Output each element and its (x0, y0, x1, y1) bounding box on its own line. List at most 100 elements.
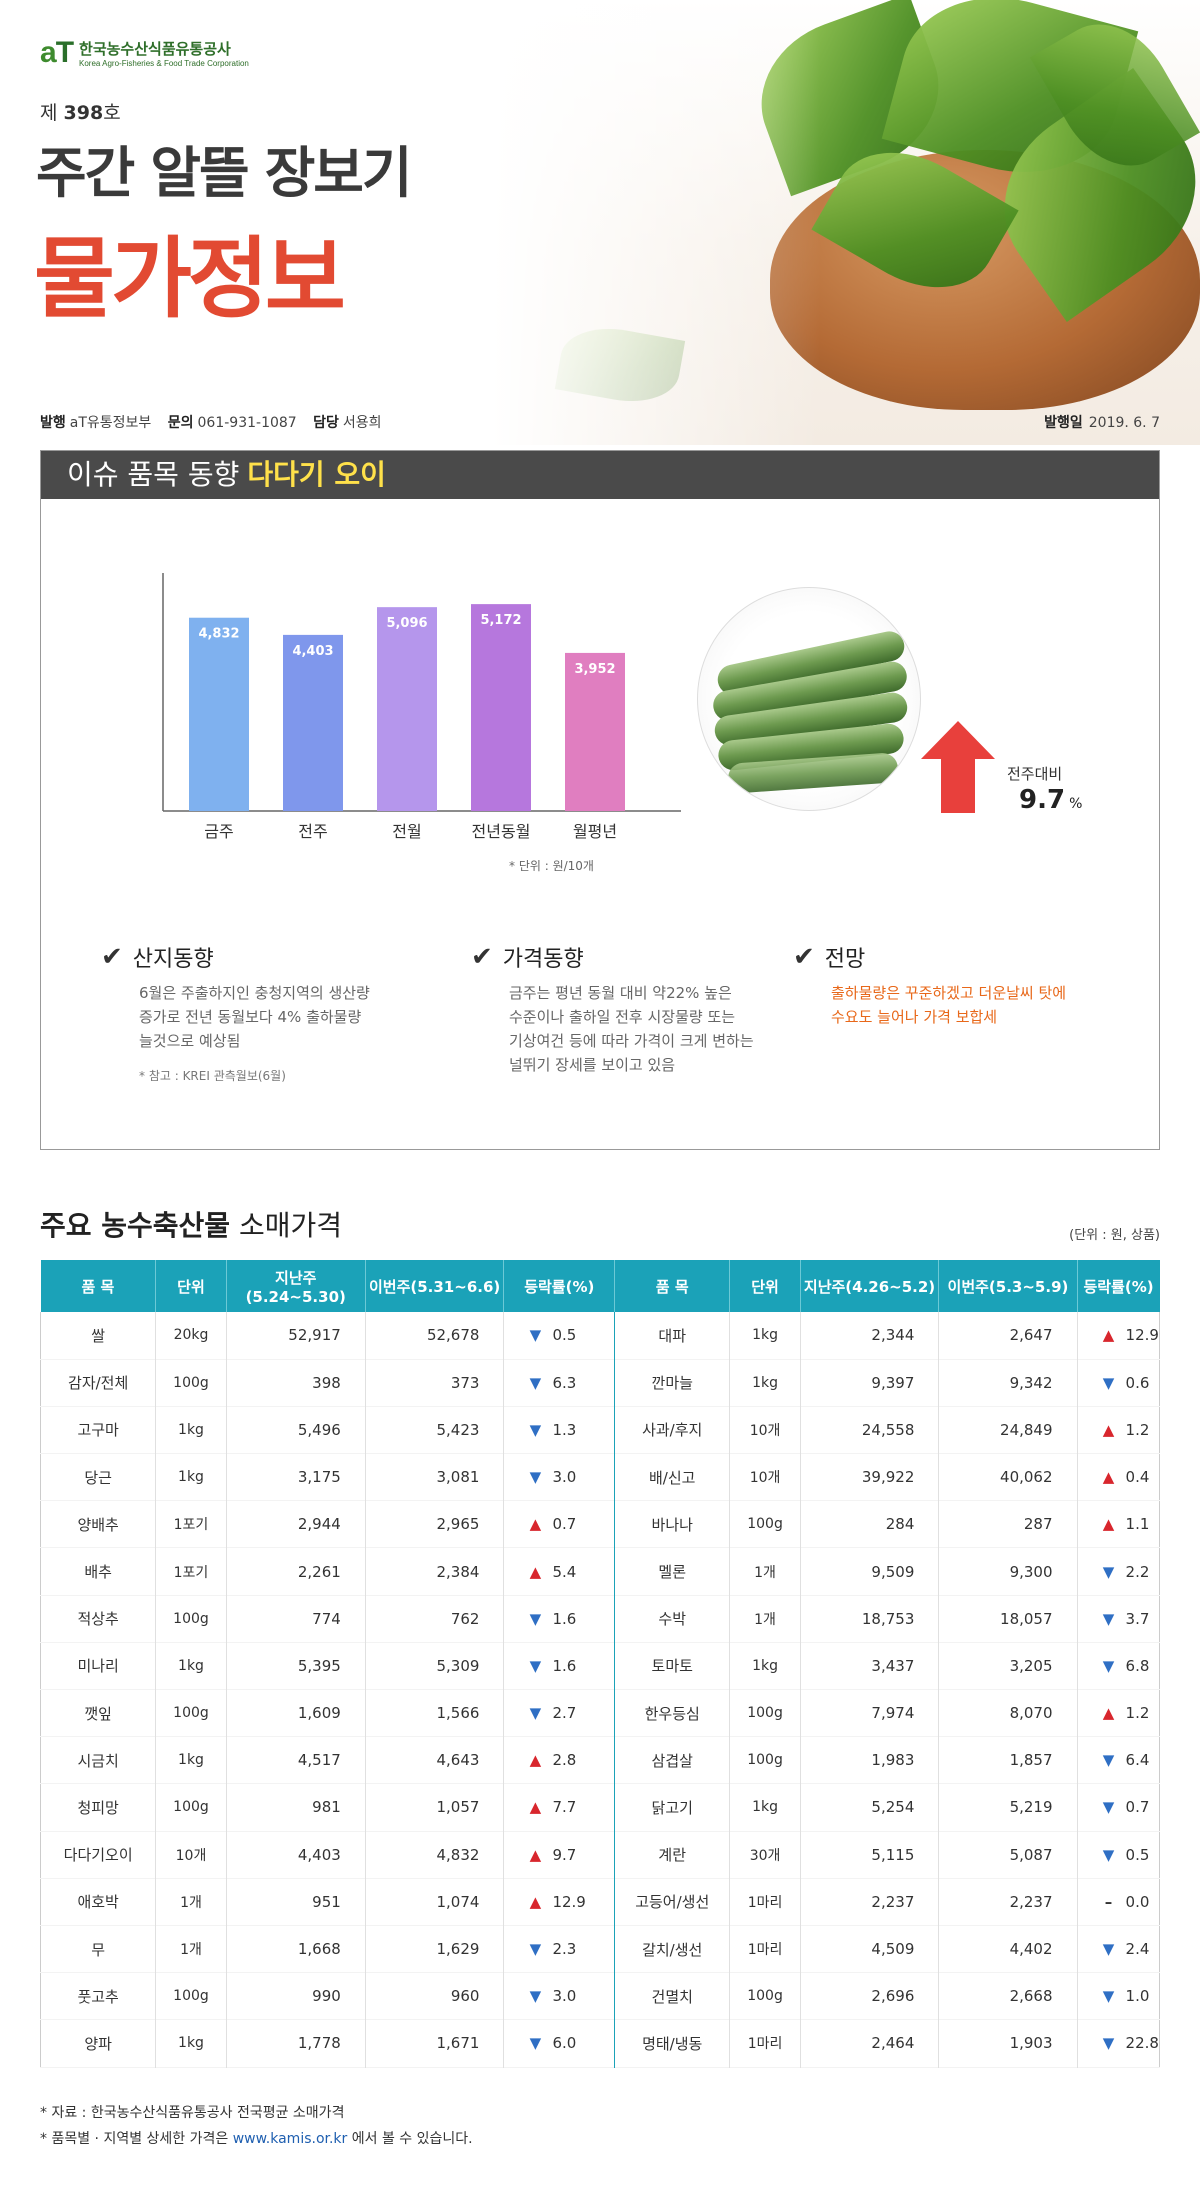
change-rate: ▲ 12.9 (1076, 1312, 1160, 1360)
last-week-price: 1,668 (225, 1925, 366, 1973)
change-value: 3.7 (1125, 1609, 1150, 1628)
change-value: 1.6 (552, 1609, 577, 1628)
item-unit: 1개 (729, 1595, 801, 1643)
this-week-price: 3,081 (364, 1453, 504, 1501)
col-header: 이번주(5.3~5.9) (938, 1260, 1078, 1312)
change-value: 7.7 (552, 1798, 577, 1817)
change-value: 2.2 (1125, 1562, 1150, 1581)
this-week-price: 2,647 (938, 1312, 1078, 1360)
last-week-price: 4,403 (225, 1831, 366, 1879)
item-name: 삼겹살 (614, 1736, 730, 1784)
bar-3 (471, 604, 531, 811)
item-name: 미나리 (77, 1657, 119, 1676)
item-name: 쌀 (91, 1326, 106, 1345)
item-unit: 100g (729, 1972, 801, 2020)
col-header: 단위 (729, 1260, 801, 1312)
change-value: 2.7 (552, 1704, 577, 1723)
item-name: 배추 (84, 1563, 112, 1582)
item-name: 감자/전체 (68, 1374, 129, 1393)
item-unit: 100g (729, 1689, 801, 1737)
table-row: 당근 1kg 3,175 3,081 ▼ 3.0 배/신고 10개 39,922 40,062 ▲ 0… (40, 1453, 1160, 1501)
header-banner: aT 한국농수산식품유통공사 Korea Agro-Fisheries & Fo… (0, 0, 1200, 445)
down-arrow-icon: ▼ (1102, 1751, 1115, 1770)
change-value: 3.0 (552, 1468, 577, 1487)
last-week-price: 990 (225, 1972, 366, 2020)
this-week-price: 762 (364, 1595, 504, 1643)
item-name: 깐마늘 (614, 1359, 730, 1407)
change-rate: ▲ 9.7 (503, 1831, 615, 1879)
change-value: 12.9 (1125, 1326, 1159, 1345)
change-value: 1.6 (552, 1656, 577, 1675)
down-arrow-icon: ▼ (529, 1468, 542, 1487)
table-row: 배추 1포기 2,261 2,384 ▲ 5.4 멜론 1개 9,509 9,300 ▼ 2.2 (40, 1547, 1160, 1596)
table-row: 깻잎 100g 1,609 1,566 ▼ 2.7 한우등심 100g 7,974 8,070 ▲ 1… (40, 1689, 1160, 1737)
trend-title: 산지동향 (132, 947, 214, 972)
down-arrow-icon: ▼ (1102, 2034, 1115, 2053)
this-week-price: 52,678 (364, 1312, 504, 1360)
item-unit: 1마리 (729, 2019, 801, 2067)
category-label: 금주 (204, 822, 233, 841)
this-week-price: 4,402 (938, 1925, 1078, 1973)
bar-value-label: 4,403 (292, 644, 333, 659)
check-icon: ✔ (101, 942, 123, 972)
category-label: 월평년 (573, 822, 617, 841)
item-name: 멜론 (614, 1547, 730, 1596)
trend-title: 전망 (824, 947, 866, 972)
table-row: 미나리 1kg 5,395 5,309 ▼ 1.6 토마토 1kg 3,437 3,205 ▼ 6.8 (40, 1642, 1160, 1690)
kamis-link[interactable]: www.kamis.or.kr (232, 2131, 348, 2147)
down-arrow-icon: ▼ (529, 1420, 542, 1439)
change-value: 2.8 (552, 1751, 577, 1770)
up-arrow-icon: ▲ (529, 1845, 542, 1864)
table-row: 시금치 1kg 4,517 4,643 ▲ 2.8 삼겹살 100g 1,983 1,857 ▼ 6.… (40, 1736, 1160, 1784)
col-header: 품 목 (40, 1260, 156, 1312)
last-week-price: 4,509 (799, 1925, 939, 1973)
trend-body: 6월은 주출하지인 충청지역의 생산량 증가로 전년 동월보다 4% 출하물량 … (139, 984, 370, 1050)
trend-price: ✔ 가격동향 금주는 평년 동월 대비 약22% 높은 수준이나 출하일 전후 시… (471, 941, 801, 1077)
this-week-price: 9,342 (938, 1359, 1078, 1407)
last-week-price: 398 (225, 1359, 366, 1407)
item-unit: 10개 (729, 1406, 801, 1454)
item-name: 갈치/생선 (614, 1925, 730, 1973)
this-week-price: 2,965 (364, 1500, 504, 1548)
change-value: 6.8 (1125, 1656, 1150, 1675)
table-row: 애호박 1개 951 1,074 ▲ 12.9 고등어/생선 1마리 2,237 2,237–0.… (40, 1878, 1160, 1926)
change-rate: ▼ 2.7 (503, 1689, 615, 1737)
this-week-price: 1,057 (364, 1783, 504, 1832)
change-rate: ▲ 1.1 (1076, 1500, 1160, 1548)
price-unit-note: (단위 : 원, 상품) (1069, 1228, 1160, 1243)
change-rate: ▼ 6.0 (503, 2019, 615, 2067)
down-arrow-icon: ▼ (529, 1704, 542, 1723)
down-arrow-icon: ▼ (1102, 1373, 1115, 1392)
change-value: 2.4 (1125, 1940, 1150, 1959)
item-name: 고등어/생선 (614, 1878, 730, 1926)
item-unit: 1개 (155, 1925, 227, 1973)
last-week-price: 1,609 (225, 1689, 366, 1737)
bar-4 (565, 652, 625, 811)
change-rate: ▼ 6.3 (503, 1359, 615, 1407)
item-name: 대파 (614, 1312, 730, 1360)
col-header: 단위 (155, 1260, 227, 1312)
item-unit: 100g (155, 1359, 227, 1407)
item-name: 양배추 (77, 1515, 119, 1534)
this-week-price: 2,237 (938, 1878, 1078, 1926)
up-arrow-icon: ▲ (1102, 1420, 1115, 1439)
this-week-price: 8,070 (938, 1689, 1078, 1737)
category-label: 전주 (298, 822, 327, 841)
change-value: 5.4 (552, 1562, 577, 1581)
change-rate: ▲ 1.2 (1076, 1406, 1160, 1454)
item-unit: 100g (729, 1500, 801, 1548)
change-rate: ▼ 2.3 (503, 1925, 615, 1973)
change-rate: –0.0 (1076, 1878, 1160, 1926)
cucumber-image (697, 587, 921, 811)
up-arrow-icon: ▲ (529, 1892, 542, 1911)
this-week-price: 1,629 (364, 1925, 504, 1973)
price-section-title: 주요 농수축산물 소매가격 (40, 1209, 343, 1242)
item-unit: 1kg (729, 1359, 801, 1407)
col-header: 품 목 (614, 1260, 730, 1312)
change-rate: ▼ 2.4 (1076, 1925, 1160, 1973)
last-week-price: 4,517 (225, 1736, 366, 1784)
up-arrow-icon: ▲ (1102, 1326, 1115, 1345)
item-name: 토마토 (614, 1642, 730, 1690)
item-unit: 1kg (155, 1736, 227, 1784)
up-arrow-icon: ▲ (529, 1515, 542, 1534)
